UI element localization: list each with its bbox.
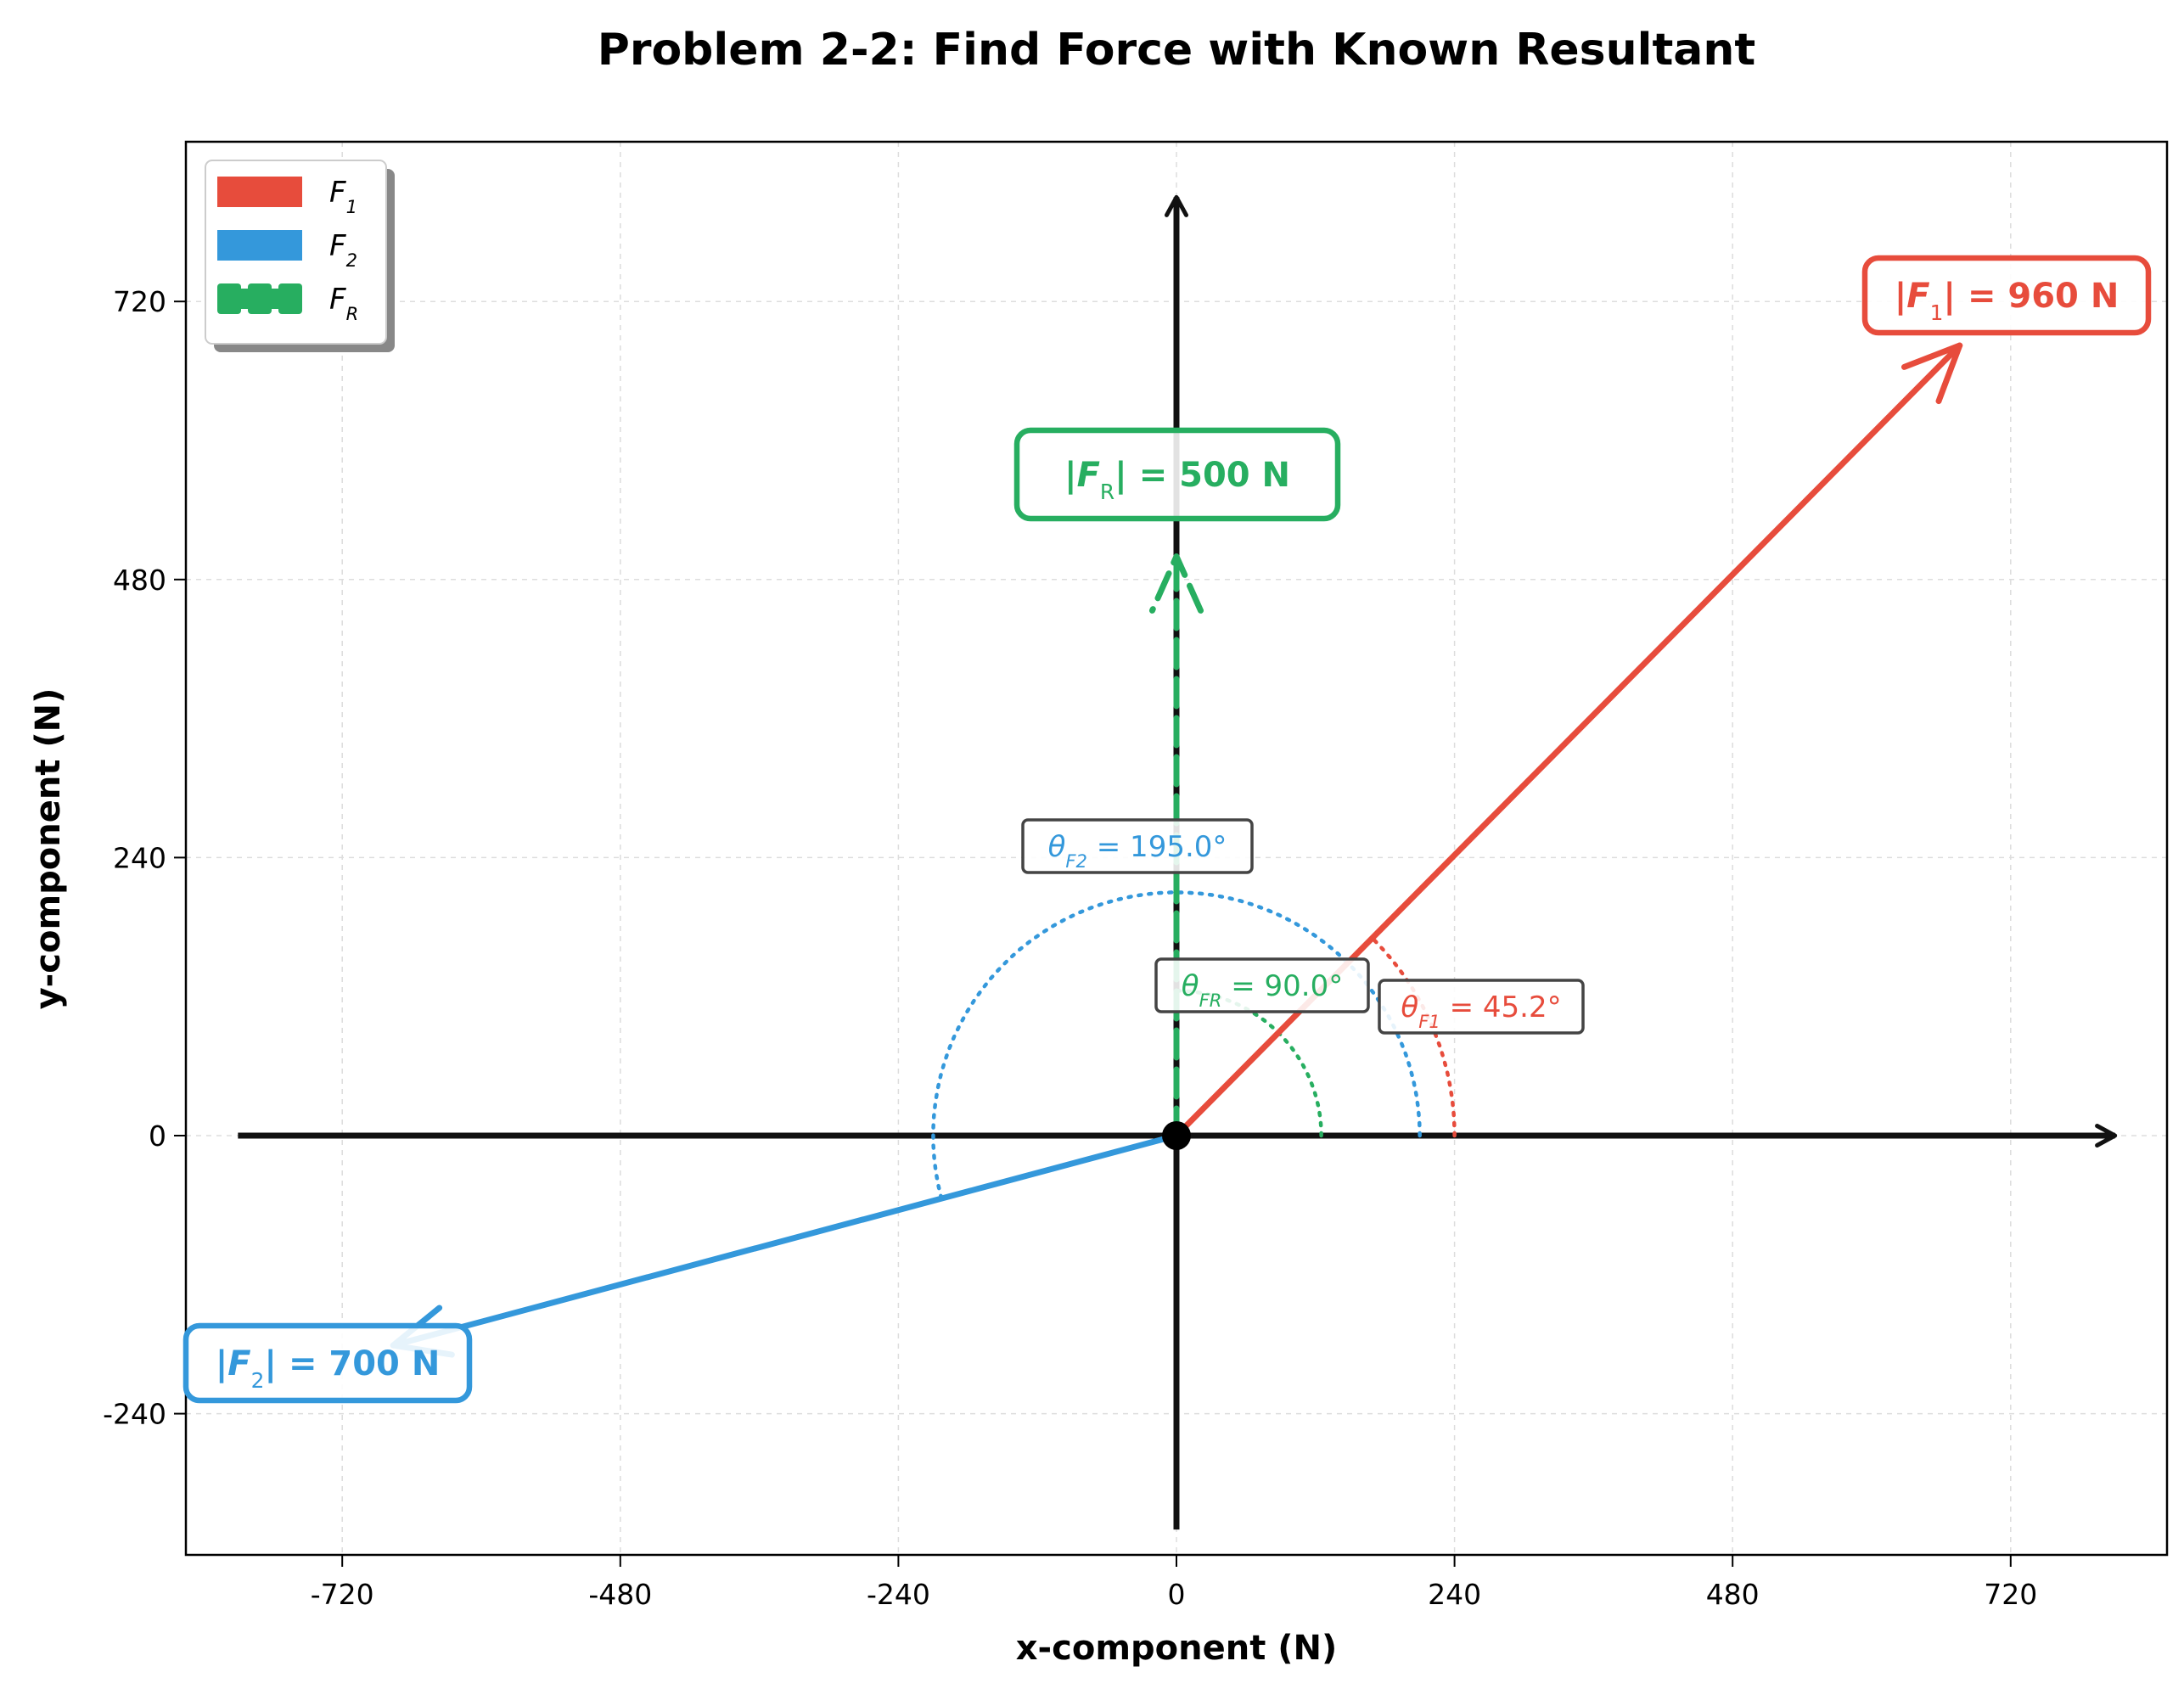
fr-magnitude-label: |FR| = 500 N <box>1064 456 1290 504</box>
f2-magnitude-label: |F2| = 700 N <box>216 1344 441 1393</box>
legend: F1 F2 FR <box>205 160 395 352</box>
x-tick-label: -720 <box>311 1578 374 1611</box>
y-tick-label: 240 <box>113 841 166 874</box>
x-tick-label: -240 <box>867 1578 930 1611</box>
legend-swatch-f2 <box>217 230 302 261</box>
f2-angle-label: θF2 = 195.0° <box>1048 830 1227 872</box>
x-tick-label: 0 <box>1168 1578 1186 1611</box>
fr-angle-label-box <box>1154 957 1370 1013</box>
f1-magnitude-label-box <box>1861 255 2152 336</box>
chart-title: Problem 2-2: Find Force with Known Resul… <box>598 25 1756 76</box>
fr-angle-label: θFR = 90.0° <box>1182 969 1343 1011</box>
angle-arcs <box>931 890 1457 1201</box>
f1-vector-arrowhead <box>1900 342 1963 405</box>
f1-magnitude-label: |F1| = 960 N <box>1895 277 2119 325</box>
legend-label-f2: F2 <box>329 229 357 271</box>
legend-swatch-f1 <box>217 177 302 207</box>
x-tick-label: 240 <box>1428 1578 1481 1611</box>
y-axis-label: y-component (N) <box>29 688 68 1010</box>
axis-ticks: -720 -480 -240 0 240 480 720 -240 0 240 480 720 <box>103 285 2037 1611</box>
y-tick-label: 0 <box>149 1119 166 1153</box>
f2-angle-label-box <box>1021 818 1254 874</box>
legend-label-fr: FR <box>329 283 358 324</box>
y-axis-line-arrowhead <box>1164 194 1189 217</box>
f1-angle-label-box <box>1378 979 1585 1035</box>
origin-point <box>1162 1121 1191 1150</box>
f1-angle-arc <box>1370 936 1457 1138</box>
f2-vector <box>390 1132 1180 1349</box>
y-tick-label: 720 <box>113 285 166 318</box>
x-tick-label: 720 <box>1984 1578 2037 1611</box>
x-axis-label: x-component (N) <box>1016 1629 1338 1668</box>
y-tick-label: 480 <box>113 564 166 597</box>
fr-vector-arrowhead <box>1148 553 1204 614</box>
legend-swatch-fr-bar <box>217 289 300 309</box>
legend-label-f1: F1 <box>329 176 357 217</box>
x-tick-label: -480 <box>588 1578 652 1611</box>
y-tick-label: -240 <box>103 1398 166 1431</box>
x-tick-label: 480 <box>1706 1578 1760 1611</box>
vector-labels: |F1| = 960 N |F2| = 700 N |FR| = 500 N θF2 … <box>182 255 2152 1404</box>
fr-magnitude-label-box <box>1013 427 1341 522</box>
x-axis-line-arrowhead <box>2095 1123 2118 1148</box>
f2-magnitude-label-box <box>182 1322 473 1404</box>
f1-angle-label: θF1 = 45.2° <box>1401 990 1561 1032</box>
